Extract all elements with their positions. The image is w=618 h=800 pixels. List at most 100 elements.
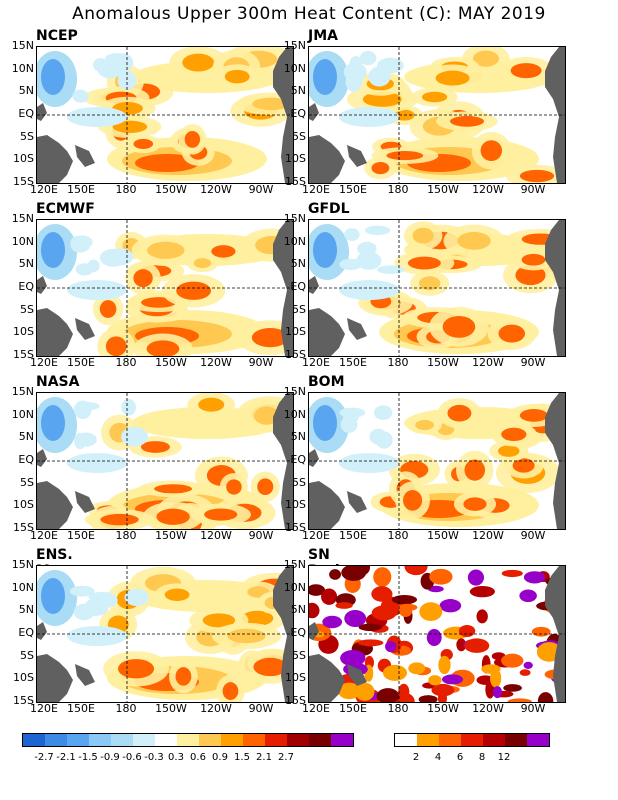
colorbar-swatch bbox=[309, 734, 331, 746]
latitude-label: 10S bbox=[13, 498, 34, 512]
colorbar-swatch bbox=[505, 734, 527, 746]
longitude-label: 90W bbox=[248, 529, 274, 542]
longitude-label: 120E bbox=[30, 356, 58, 369]
latitude-label: 10N bbox=[11, 407, 34, 421]
colorbar-label: -2.1 bbox=[56, 752, 76, 763]
latitude-label: 10S bbox=[285, 325, 306, 339]
longitude-label: 150W bbox=[155, 356, 187, 369]
colorbar-swatch bbox=[199, 734, 221, 746]
latitude-label: 15N bbox=[283, 39, 306, 52]
latitude-label: 5S bbox=[292, 475, 306, 489]
panel-title: ECMWF bbox=[36, 201, 95, 217]
colorbar-swatch bbox=[243, 734, 265, 746]
colorbar-label: 12 bbox=[497, 752, 511, 763]
latitude-label: 10N bbox=[283, 61, 306, 75]
heat-content-map bbox=[308, 46, 566, 184]
latitude-label: 15S bbox=[13, 694, 34, 707]
longitude-label: 150W bbox=[427, 183, 459, 196]
longitude-label: 150E bbox=[339, 183, 367, 196]
latitude-label: 5S bbox=[292, 302, 306, 316]
colorbar-swatch bbox=[155, 734, 177, 746]
colorbar-swatch bbox=[287, 734, 309, 746]
colorbar-swatch bbox=[45, 734, 67, 746]
longitude-label: 120E bbox=[302, 529, 330, 542]
longitude-label: 150E bbox=[339, 702, 367, 715]
panel-title: NASA bbox=[36, 374, 80, 390]
heat-content-map bbox=[36, 565, 294, 703]
latitude-label: 15S bbox=[13, 175, 34, 188]
longitude-label: 120E bbox=[30, 702, 58, 715]
heat-content-map bbox=[36, 46, 294, 184]
colorbar-label: -0.9 bbox=[100, 752, 120, 763]
latitude-label: 15S bbox=[285, 521, 306, 534]
latitude-label: 5N bbox=[18, 430, 34, 444]
longitude-label: 180 bbox=[387, 529, 409, 542]
longitude-label: 180 bbox=[115, 702, 137, 715]
latitude-label: EQ bbox=[290, 453, 306, 466]
latitude-label: 10S bbox=[13, 152, 34, 166]
colorbar-label: 0.9 bbox=[212, 752, 228, 763]
longitude-label: 150W bbox=[155, 529, 187, 542]
latitude-label: 10S bbox=[285, 152, 306, 166]
latitude-label: 5S bbox=[292, 648, 306, 662]
panel-title: BOM bbox=[308, 374, 345, 390]
longitude-label: 120E bbox=[302, 356, 330, 369]
colorbar-swatch bbox=[111, 734, 133, 746]
latitude-label: 10N bbox=[11, 234, 34, 248]
latitude-label: 5N bbox=[18, 603, 34, 617]
latitude-label: 10S bbox=[285, 671, 306, 685]
longitude-label: 150W bbox=[427, 529, 459, 542]
colorbar-label: -0.6 bbox=[122, 752, 142, 763]
longitude-label: 180 bbox=[115, 183, 137, 196]
longitude-label: 150E bbox=[339, 529, 367, 542]
longitude-label: 180 bbox=[387, 183, 409, 196]
latitude-label: 15N bbox=[11, 212, 34, 225]
longitude-label: 90W bbox=[520, 529, 546, 542]
latitude-label: 5N bbox=[18, 84, 34, 98]
colorbar-swatch bbox=[331, 734, 353, 746]
latitude-label: 5N bbox=[290, 603, 306, 617]
colorbar-label: 2.1 bbox=[256, 752, 272, 763]
longitude-label: 150E bbox=[67, 702, 95, 715]
panel-title: NCEP bbox=[36, 28, 78, 44]
latitude-label: 5N bbox=[290, 84, 306, 98]
colorbar-swatch bbox=[527, 734, 549, 746]
heat-content-map bbox=[36, 392, 294, 530]
colorbar-swatch bbox=[483, 734, 505, 746]
colorbar-swatch bbox=[67, 734, 89, 746]
colorbar-label: 8 bbox=[478, 752, 486, 763]
latitude-label: 5S bbox=[20, 129, 34, 143]
colorbar-swatch bbox=[133, 734, 155, 746]
longitude-label: 180 bbox=[115, 356, 137, 369]
latitude-label: 5N bbox=[290, 430, 306, 444]
latitude-label: 5S bbox=[20, 302, 34, 316]
longitude-label: 90W bbox=[520, 356, 546, 369]
longitude-label: 90W bbox=[520, 183, 546, 196]
colorbar-swatch bbox=[23, 734, 45, 746]
latitude-label: 5S bbox=[20, 475, 34, 489]
colorbar-label: -0.3 bbox=[144, 752, 164, 763]
colorbar-label: 2.7 bbox=[278, 752, 294, 763]
latitude-label: 10N bbox=[11, 61, 34, 75]
colorbar-label: 1.5 bbox=[234, 752, 250, 763]
longitude-label: 120W bbox=[472, 529, 504, 542]
longitude-label: 150E bbox=[339, 356, 367, 369]
latitude-label: 10S bbox=[285, 498, 306, 512]
longitude-label: 150E bbox=[67, 183, 95, 196]
latitude-label: 5N bbox=[18, 257, 34, 271]
latitude-label: 10N bbox=[11, 580, 34, 594]
longitude-label: 180 bbox=[115, 529, 137, 542]
colorbar-label: 0.6 bbox=[190, 752, 206, 763]
sn-ratio-colorbar bbox=[394, 733, 550, 747]
latitude-label: 15S bbox=[285, 694, 306, 707]
longitude-label: 180 bbox=[387, 356, 409, 369]
latitude-label: 10N bbox=[283, 234, 306, 248]
latitude-label: 15S bbox=[13, 348, 34, 361]
longitude-label: 120W bbox=[200, 702, 232, 715]
latitude-label: 15N bbox=[283, 212, 306, 225]
longitude-label: 120W bbox=[200, 529, 232, 542]
longitude-label: 90W bbox=[248, 356, 274, 369]
figure-title: Anomalous Upper 300m Heat Content (C): M… bbox=[72, 4, 546, 24]
latitude-label: 15N bbox=[11, 39, 34, 52]
colorbar-swatch bbox=[417, 734, 439, 746]
